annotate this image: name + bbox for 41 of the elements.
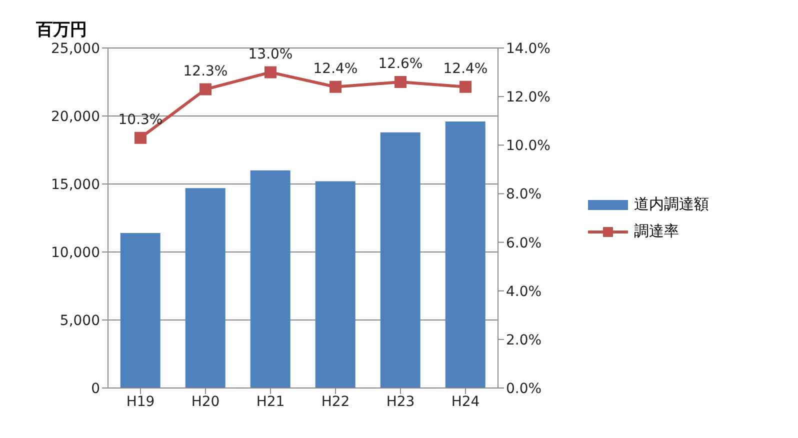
- bar: [445, 121, 486, 388]
- data-label: 13.0%: [248, 46, 293, 62]
- y-tick-label: 25,000: [51, 40, 100, 57]
- y-axis-title: 百万円: [36, 19, 87, 41]
- y2-tick-label: 2.0%: [506, 332, 542, 348]
- point: [264, 66, 276, 78]
- point: [394, 76, 406, 88]
- x-tick-label: H19: [126, 394, 155, 410]
- y2-tick-label: 0.0%: [506, 380, 542, 397]
- x-tick-label: H24: [451, 394, 480, 410]
- data-label: 12.3%: [183, 63, 228, 80]
- point: [460, 80, 472, 93]
- y-tick-label: 5,000: [60, 312, 100, 329]
- point: [200, 83, 212, 96]
- x-tick-label: H21: [256, 394, 285, 410]
- bar: [315, 181, 356, 388]
- point: [134, 132, 146, 144]
- y-tick-label: 15,000: [51, 176, 100, 193]
- data-label: 12.4%: [313, 60, 358, 77]
- bar: [250, 170, 290, 388]
- y2-tick-label: 14.0%: [506, 40, 550, 57]
- y2-tick-label: 12.0%: [506, 90, 550, 106]
- legend-label: 調達率: [634, 222, 679, 241]
- y-tick-label: 10,000: [51, 244, 100, 261]
- y2-tick-label: 6.0%: [506, 235, 542, 252]
- x-tick-label: H22: [321, 394, 350, 410]
- y2-tick-label: 4.0%: [506, 284, 542, 300]
- y-tick-label: 20,000: [51, 108, 100, 125]
- bar: [380, 132, 420, 388]
- legend-label: 道内調達額: [634, 195, 709, 214]
- y-tick-label: 0: [91, 380, 100, 397]
- data-label: 12.4%: [443, 60, 488, 77]
- x-tick-label: H23: [386, 394, 415, 410]
- data-label: 10.3%: [118, 112, 163, 128]
- x-tick-label: H20: [191, 394, 220, 410]
- point: [330, 80, 342, 93]
- data-label: 12.6%: [378, 56, 423, 72]
- bar: [185, 188, 226, 388]
- y2-tick-label: 10.0%: [506, 138, 550, 154]
- y2-tick-label: 8.0%: [506, 186, 542, 203]
- bar: [120, 232, 160, 388]
